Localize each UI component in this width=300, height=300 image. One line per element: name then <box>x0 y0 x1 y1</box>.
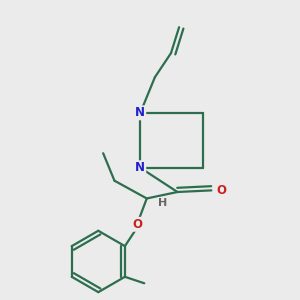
Text: N: N <box>135 106 145 119</box>
Text: H: H <box>158 198 167 208</box>
Text: N: N <box>135 161 145 174</box>
Text: O: O <box>216 184 226 197</box>
Text: O: O <box>132 218 142 231</box>
